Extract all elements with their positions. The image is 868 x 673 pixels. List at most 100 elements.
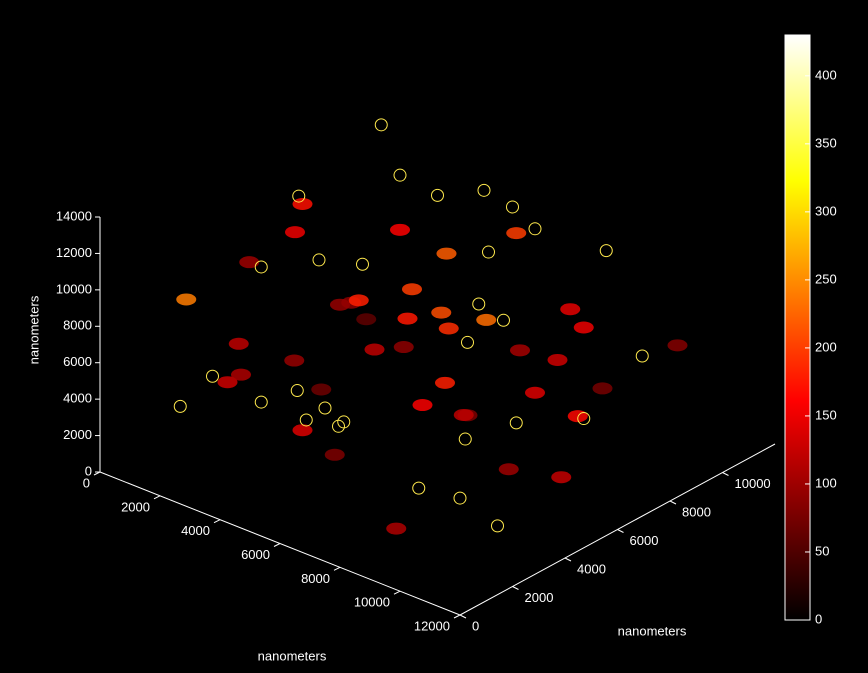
y-tick-label: 4000 — [577, 561, 606, 576]
marker — [472, 297, 486, 311]
y-tick — [512, 586, 519, 590]
marker — [491, 519, 504, 533]
blob — [390, 223, 410, 236]
colorbar-tick-label: 150 — [815, 407, 837, 422]
x-tick — [213, 519, 221, 524]
blob — [551, 471, 572, 484]
z-tick-label: 10000 — [56, 281, 92, 296]
y-tick — [722, 472, 729, 476]
blob — [364, 343, 385, 356]
y-tick — [669, 500, 677, 505]
marker — [577, 412, 591, 426]
blob — [292, 424, 313, 437]
marker — [635, 349, 649, 363]
blob — [292, 198, 313, 211]
z-tick-label: 2000 — [63, 427, 92, 442]
blob — [435, 376, 455, 389]
x-tick — [393, 590, 401, 595]
marker — [299, 413, 313, 427]
x-tick — [453, 614, 461, 619]
x-tick — [333, 566, 341, 571]
x-tick-label: 8000 — [301, 571, 330, 586]
marker — [356, 257, 369, 271]
z-tick-label: 4000 — [63, 391, 92, 406]
marker — [412, 481, 426, 495]
marker — [312, 253, 326, 267]
blob — [592, 382, 613, 395]
blob — [386, 522, 407, 535]
z-tick-label: 14000 — [56, 208, 92, 223]
z-tick-label: 8000 — [63, 318, 92, 333]
marker — [206, 369, 219, 383]
x-tick — [273, 543, 281, 547]
blob — [547, 353, 568, 366]
plot-area — [173, 118, 688, 535]
marker — [458, 432, 472, 446]
marker — [431, 188, 444, 202]
blob — [285, 226, 305, 239]
blob — [356, 313, 377, 326]
blob — [453, 408, 474, 421]
marker — [528, 222, 542, 236]
marker — [506, 200, 519, 214]
y-tick — [564, 557, 572, 562]
blob — [506, 227, 527, 240]
blob — [412, 399, 433, 412]
z-tick-label: 12000 — [56, 245, 92, 260]
marker — [337, 415, 351, 429]
blob — [231, 368, 251, 381]
blob — [393, 341, 414, 354]
blob — [431, 306, 452, 319]
colorbar-tick-label: 400 — [815, 67, 837, 82]
colorbar-tick-label: 50 — [815, 543, 829, 558]
colorbar — [784, 34, 811, 621]
blob — [498, 463, 519, 476]
blob — [324, 448, 345, 461]
blob — [176, 293, 197, 306]
blob — [217, 376, 238, 389]
marker — [254, 395, 268, 409]
marker — [509, 416, 523, 430]
x-tick-label: 4000 — [181, 523, 210, 538]
blob — [667, 339, 688, 352]
marker — [599, 244, 613, 258]
x-tick-label: 6000 — [241, 547, 270, 562]
marker — [254, 260, 268, 274]
marker — [318, 401, 332, 415]
marker — [173, 399, 187, 413]
blob — [402, 283, 422, 296]
blob — [239, 256, 260, 269]
colorbar-tick-label: 350 — [815, 135, 837, 150]
z-axis-label: nanometers — [26, 295, 41, 364]
x-tick — [153, 495, 161, 500]
blob — [525, 386, 545, 399]
blob — [284, 354, 305, 367]
marker — [461, 335, 474, 349]
y-axis-label: nanometers — [618, 623, 687, 638]
blob — [397, 312, 418, 325]
blob — [330, 298, 350, 311]
blob — [348, 294, 369, 307]
blob — [510, 344, 530, 357]
marker — [374, 118, 388, 132]
y-tick-label: 8000 — [682, 504, 711, 519]
marker — [453, 491, 467, 505]
y-tick — [617, 529, 624, 533]
marker — [292, 189, 306, 203]
y-tick — [459, 614, 467, 619]
z-tick-label: 6000 — [63, 354, 92, 369]
marker — [482, 245, 495, 259]
colorbar-tick-label: 300 — [815, 203, 837, 218]
colorbar-tick-label: 250 — [815, 271, 837, 286]
y-tick-label: 10000 — [735, 476, 771, 491]
blob — [476, 313, 497, 326]
marker — [332, 419, 345, 433]
x-tick-label: 0 — [83, 475, 90, 490]
z-tick-label: 0 — [85, 463, 92, 478]
colorbar-tick-label: 100 — [815, 475, 837, 490]
marker — [393, 168, 407, 182]
y-tick-label: 0 — [472, 618, 479, 633]
y-tick-label: 2000 — [525, 590, 554, 605]
y-tick-label: 6000 — [630, 533, 659, 548]
blob — [573, 321, 594, 334]
